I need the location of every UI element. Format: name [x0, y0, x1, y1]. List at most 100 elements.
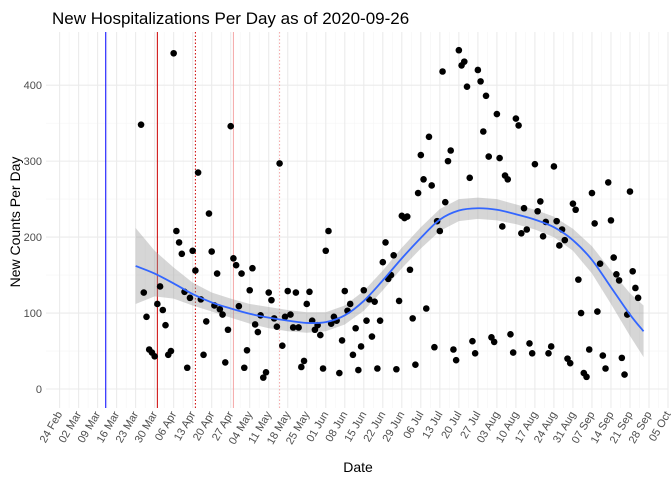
data-point — [569, 200, 577, 207]
data-point — [515, 122, 522, 129]
data-point — [509, 349, 517, 356]
smooth-trend-line — [135, 207, 645, 332]
data-point — [634, 294, 642, 302]
data-point — [528, 350, 536, 357]
data-point — [240, 364, 248, 372]
data-point — [154, 300, 161, 308]
data-point — [547, 343, 555, 350]
event-lines — [105, 32, 281, 408]
data-point — [490, 338, 498, 346]
data-point — [156, 283, 164, 290]
data-point — [338, 337, 346, 344]
data-point — [632, 284, 639, 292]
data-point — [466, 174, 474, 182]
data-point — [412, 361, 419, 369]
data-point — [469, 337, 476, 345]
data-points — [137, 46, 642, 381]
data-point — [591, 220, 598, 227]
data-point — [379, 258, 387, 266]
data-point — [178, 250, 186, 258]
y-tick-label: 0 — [36, 384, 42, 396]
data-point — [238, 270, 245, 277]
data-point — [376, 317, 384, 324]
data-point — [523, 226, 531, 233]
data-point — [221, 359, 229, 366]
y-axis-ticks: 0 100 200 300 400 — [24, 80, 42, 396]
data-point — [213, 270, 221, 277]
data-point — [572, 206, 579, 214]
data-point — [202, 318, 210, 325]
data-point — [626, 188, 634, 195]
data-point — [534, 207, 541, 215]
data-point — [439, 68, 446, 75]
data-point — [167, 347, 175, 355]
data-point — [276, 160, 283, 167]
data-point — [531, 160, 539, 168]
data-point — [325, 227, 332, 235]
data-point — [246, 286, 254, 294]
data-point — [162, 321, 169, 329]
data-point — [550, 163, 558, 170]
data-point — [224, 326, 232, 334]
data-point — [194, 169, 202, 176]
data-point — [382, 239, 389, 246]
data-point — [518, 229, 525, 237]
data-point — [526, 340, 533, 347]
data-point — [319, 365, 327, 372]
data-point — [336, 369, 343, 377]
data-point — [504, 176, 512, 183]
data-point — [170, 49, 177, 57]
data-point — [219, 311, 226, 318]
data-point — [493, 110, 501, 118]
data-point — [300, 357, 308, 365]
y-tick-label: 400 — [24, 80, 42, 92]
data-point — [520, 204, 528, 212]
data-point — [368, 333, 376, 340]
data-point — [259, 374, 267, 381]
data-point — [306, 288, 313, 296]
data-point — [137, 121, 145, 128]
data-point — [371, 298, 378, 305]
data-point — [346, 300, 354, 308]
data-point — [235, 302, 243, 310]
data-point — [512, 115, 520, 122]
data-point — [349, 351, 357, 359]
data-point — [537, 198, 544, 205]
data-point — [143, 313, 150, 321]
data-point — [205, 210, 213, 217]
data-point — [406, 266, 414, 274]
data-point — [539, 233, 547, 240]
data-point — [477, 78, 484, 85]
data-point — [553, 217, 560, 225]
data-point — [507, 331, 514, 338]
data-point — [431, 343, 438, 351]
data-point — [596, 260, 604, 267]
data-point — [249, 264, 256, 272]
data-point — [189, 247, 196, 255]
data-point — [588, 189, 596, 197]
data-point — [474, 66, 482, 74]
data-point — [289, 324, 297, 331]
data-point — [140, 289, 148, 296]
data-point — [556, 242, 563, 249]
data-point — [480, 128, 487, 135]
data-point — [482, 92, 490, 100]
data-point — [444, 157, 452, 165]
data-point — [545, 350, 552, 357]
data-point — [613, 271, 620, 278]
y-axis-title: New Counts Per Day — [7, 157, 23, 288]
data-point — [610, 254, 617, 261]
data-point — [566, 359, 574, 367]
data-point — [615, 277, 623, 284]
data-point — [393, 365, 400, 373]
data-point — [298, 363, 305, 371]
data-point — [607, 217, 615, 224]
data-point — [604, 179, 612, 186]
data-point — [452, 356, 460, 364]
data-point — [363, 317, 370, 324]
data-point — [561, 236, 569, 244]
data-point — [208, 248, 215, 255]
data-point — [175, 239, 183, 246]
